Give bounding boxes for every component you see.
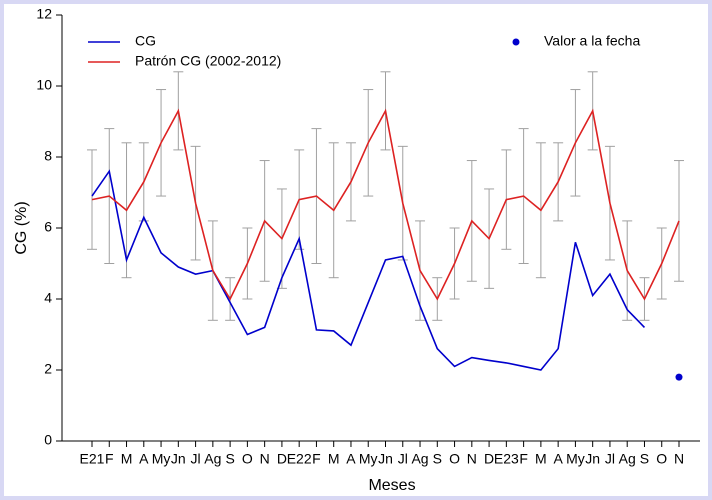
x-tick-label: N bbox=[674, 451, 684, 467]
legend-label: Patrón CG (2002-2012) bbox=[135, 53, 281, 69]
x-tick-label: S bbox=[225, 451, 234, 467]
x-tick-label: Ag bbox=[619, 451, 636, 467]
x-tick-label: F bbox=[519, 451, 528, 467]
x-tick-label: O bbox=[242, 451, 253, 467]
y-tick-label: 0 bbox=[44, 432, 52, 448]
x-tick-label: Jn bbox=[378, 451, 393, 467]
x-tick-label: D bbox=[484, 451, 494, 467]
x-tick-label: S bbox=[640, 451, 649, 467]
x-tick-label: Jl bbox=[398, 451, 408, 467]
legend-label: Valor a la fecha bbox=[544, 33, 640, 49]
x-tick-label: Jn bbox=[171, 451, 186, 467]
x-tick-label: M bbox=[328, 451, 340, 467]
y-tick-label: 6 bbox=[44, 219, 52, 235]
y-tick-label: 8 bbox=[44, 148, 52, 164]
x-tick-label: O bbox=[656, 451, 667, 467]
line bbox=[91, 108, 680, 301]
x-tick-label: N bbox=[260, 451, 270, 467]
x-tick-label: E21 bbox=[80, 451, 105, 467]
x-tick-label: F bbox=[105, 451, 114, 467]
x-tick-label: Ag bbox=[411, 451, 428, 467]
x-tick-label: S bbox=[433, 451, 442, 467]
legend-swatch bbox=[512, 38, 520, 46]
x-tick-label: O bbox=[449, 451, 460, 467]
x-tick-label: E22 bbox=[287, 451, 312, 467]
x-tick-label: Jn bbox=[585, 451, 600, 467]
x-tick-label: My bbox=[359, 451, 378, 467]
x-tick-label: E23 bbox=[494, 451, 519, 467]
x-tick-label: Jl bbox=[191, 451, 201, 467]
x-axis-label: Meses bbox=[368, 477, 415, 494]
x-tick-label: M bbox=[121, 451, 133, 467]
x-tick-label: Jl bbox=[605, 451, 615, 467]
line bbox=[91, 169, 646, 371]
x-tick-label: N bbox=[467, 451, 477, 467]
point bbox=[675, 373, 683, 381]
y-tick-label: 12 bbox=[36, 6, 52, 22]
x-tick-label: My bbox=[566, 451, 585, 467]
x-tick-label: A bbox=[553, 451, 563, 467]
x-tick-label: Ag bbox=[204, 451, 221, 467]
x-tick-label: M bbox=[535, 451, 547, 467]
y-axis-label: CG (%) bbox=[13, 201, 30, 254]
x-tick-label: D bbox=[277, 451, 287, 467]
x-tick-label: A bbox=[346, 451, 356, 467]
legend-label: CG bbox=[135, 33, 156, 49]
x-tick-label: My bbox=[152, 451, 171, 467]
y-tick-label: 2 bbox=[44, 361, 52, 377]
y-tick-label: 4 bbox=[44, 290, 52, 306]
x-tick-label: F bbox=[312, 451, 321, 467]
y-tick-label: 10 bbox=[36, 77, 52, 93]
x-tick-label: A bbox=[139, 451, 149, 467]
